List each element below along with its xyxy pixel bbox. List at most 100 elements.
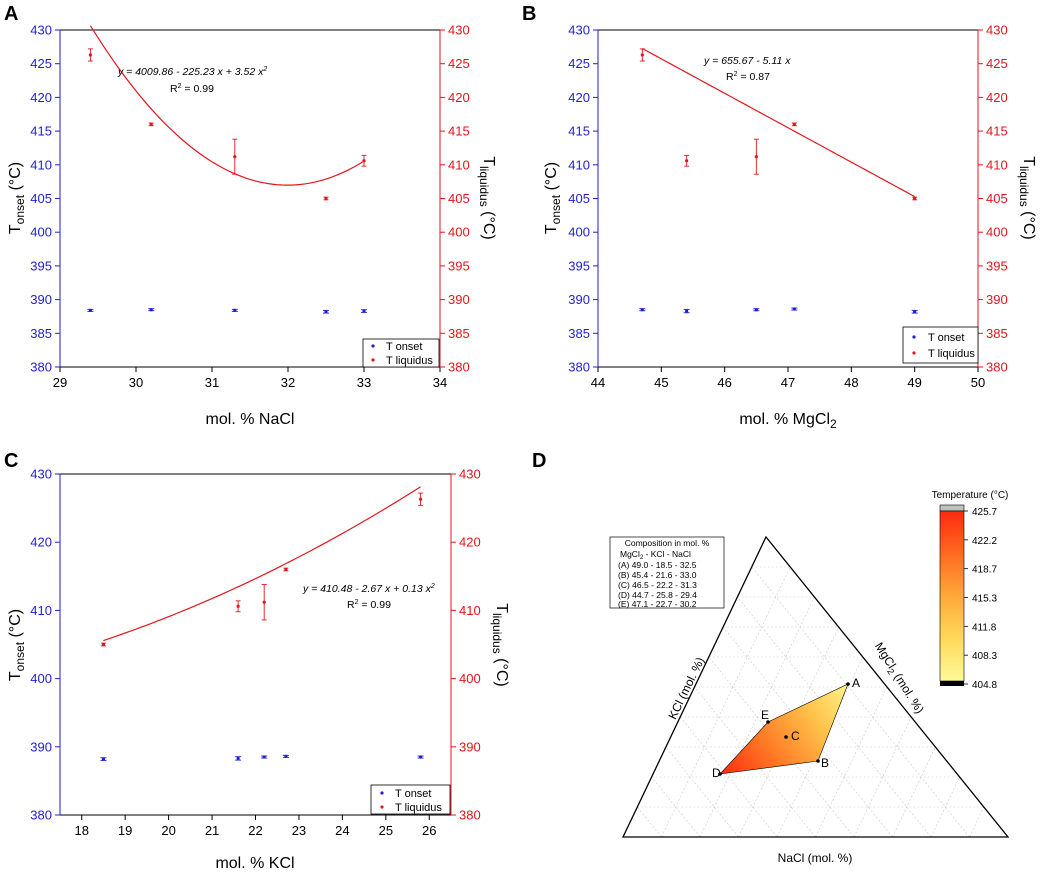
y-tick-label-left: 425 xyxy=(568,56,590,71)
y-axis-title-right-b: Tliquidus (°C) xyxy=(1017,156,1037,240)
y-tick-label-right: 410 xyxy=(448,157,470,172)
colorbar-tick-label: 411.8 xyxy=(972,622,997,633)
data-marks-b xyxy=(639,48,918,314)
y-tick-label-right: 385 xyxy=(986,326,1008,341)
grid-line xyxy=(661,566,791,838)
y-tick-label-right: 410 xyxy=(986,157,1008,172)
y-axis-title-right-a: Tliquidus (°C) xyxy=(477,156,497,240)
equation-c: y = 410.48 - 2.67 x + 0.13 x2 xyxy=(302,583,435,595)
y-tick-label-left: 405 xyxy=(568,191,590,206)
ternary-point-a xyxy=(846,682,850,686)
y-tick-label-right: 430 xyxy=(448,23,470,38)
y-tick-label-left: 400 xyxy=(568,225,590,240)
equation-a: y = 4009.86 - 225.23 x + 3.52 x2 xyxy=(117,66,267,78)
y-tick-label-left: 430 xyxy=(568,23,590,38)
ternary-axis-bottom: NaCl (mol. %) xyxy=(778,851,853,865)
y-tick-label-right: 425 xyxy=(986,56,1008,71)
y-tick-label-left: 395 xyxy=(568,258,590,273)
legend-c: T onset T liquidus xyxy=(370,784,451,815)
y-tick-label-right: 415 xyxy=(986,124,1008,139)
data-point-liquidus xyxy=(236,604,240,608)
colorbar-gradient xyxy=(939,510,965,682)
data-point-liquidus xyxy=(262,600,266,604)
legend-marker-liquidus-c xyxy=(380,805,384,809)
y-tick-label-right: 410 xyxy=(459,603,481,618)
legend-label-liquidus-b: T liquidus xyxy=(928,348,975,360)
data-point-liquidus xyxy=(324,196,328,201)
x-axis-title-c: mol. % KCl xyxy=(215,855,294,872)
y-axis-right-b: 380 385 390 395 400 405 410 415 420 425 430 xyxy=(977,23,1008,375)
legend-a: T onset T liquidus xyxy=(362,338,440,368)
colorbar-ticks: 425.7 422.2 418.7 415.3 411.8 408.3 404.8 xyxy=(964,507,997,691)
y-tick-label-left: 420 xyxy=(30,90,52,105)
fit-line-b xyxy=(642,47,915,198)
y-axis-left-c: 380 390 400 410 420 430 xyxy=(30,467,61,823)
fit-curve-c xyxy=(103,486,421,642)
x-axis-a: 29 30 31 32 33 34 xyxy=(53,367,447,390)
y-tick-label-left: 380 xyxy=(30,808,52,823)
data-point-onset xyxy=(362,309,366,313)
y-tick-label-left: 420 xyxy=(568,90,590,105)
composition-row-c: (C) 46.5 - 22.2 - 31.3 xyxy=(618,580,697,590)
colorbar-title: Temperature (°C) xyxy=(932,490,1009,501)
equation-b: y = 655.67 - 5.11 x xyxy=(703,55,791,67)
grid-line xyxy=(930,776,960,838)
composition-row-a: (A) 49.0 - 18.5 - 32.5 xyxy=(618,560,697,570)
plot-frame-b xyxy=(597,29,979,368)
y-tick-label-left: 410 xyxy=(30,157,52,172)
y-tick-label-right: 420 xyxy=(448,90,470,105)
legend-label-onset-c: T onset xyxy=(395,788,432,800)
colorbar-tick-label: 404.8 xyxy=(972,680,997,691)
y-axis-title-left-c: Tonset (°C) xyxy=(7,609,27,681)
data-point-liquidus xyxy=(233,155,237,159)
grid-line xyxy=(651,776,701,838)
x-axis-c: 18 19 20 21 22 23 24 25 26 xyxy=(74,815,437,838)
data-point-liquidus xyxy=(101,642,106,647)
x-tick-label: 21 xyxy=(205,823,219,838)
x-tick-label: 34 xyxy=(433,375,447,390)
y-tick-label-right: 400 xyxy=(986,225,1008,240)
x-tick-label: 18 xyxy=(74,823,88,838)
ternary-point-e xyxy=(766,720,770,724)
x-tick-label: 32 xyxy=(281,375,295,390)
y-tick-label-right: 415 xyxy=(448,124,470,139)
ternary-grid xyxy=(637,566,985,838)
colorbar-tick-label: 418.7 xyxy=(972,565,997,576)
grid-line xyxy=(751,566,970,838)
x-tick-label: 46 xyxy=(717,375,731,390)
composition-row-e: (E) 47.1 - 22.7 - 30.2 xyxy=(618,599,697,609)
data-point-onset xyxy=(236,756,240,760)
ternary-axis-right: MgCl2 (mol. %) xyxy=(870,640,927,717)
y-tick-label-right: 400 xyxy=(448,225,470,240)
y-tick-label-left: 390 xyxy=(30,292,52,307)
composition-table-box xyxy=(609,536,725,609)
y-tick-label-right: 390 xyxy=(459,739,481,754)
y-axis-right-c: 380 390 400 410 420 430 xyxy=(450,467,481,823)
x-tick-label: 19 xyxy=(118,823,132,838)
y-tick-label-right: 425 xyxy=(448,56,470,71)
x-tick-label: 33 xyxy=(357,375,371,390)
composition-row-d: (D) 44.7 - 25.8 - 29.4 xyxy=(618,590,697,600)
data-point-onset xyxy=(913,310,917,314)
x-tick-label: 45 xyxy=(654,375,668,390)
composition-table-header: MgCl2 - KCl - NaCl xyxy=(620,549,691,561)
panel-label-d: D xyxy=(532,450,546,472)
data-point-onset xyxy=(88,308,92,312)
y-tick-label-left: 415 xyxy=(30,124,52,139)
x-tick-label: 48 xyxy=(844,375,858,390)
y-axis-title-left-a: Tonset (°C) xyxy=(7,162,27,234)
y-tick-label-left: 380 xyxy=(30,360,52,375)
legend-label-liquidus-c: T liquidus xyxy=(395,802,442,814)
panel-c: C 18 19 20 21 22 23 24 25 26 380390400410420430 … xyxy=(4,450,510,872)
data-point-onset xyxy=(685,309,689,313)
x-tick-label: 22 xyxy=(248,823,262,838)
x-axis-title-a: mol. % NaCl xyxy=(206,411,295,428)
y-tick-label-left: 410 xyxy=(30,603,52,618)
legend-label-onset-b: T onset xyxy=(928,332,965,344)
grid-line xyxy=(737,596,932,838)
data-point-onset xyxy=(284,754,288,758)
colorbar-top-cap xyxy=(939,504,965,512)
x-tick-label: 50 xyxy=(971,375,985,390)
r-squared-b: R2 = 0.87 xyxy=(726,71,770,83)
